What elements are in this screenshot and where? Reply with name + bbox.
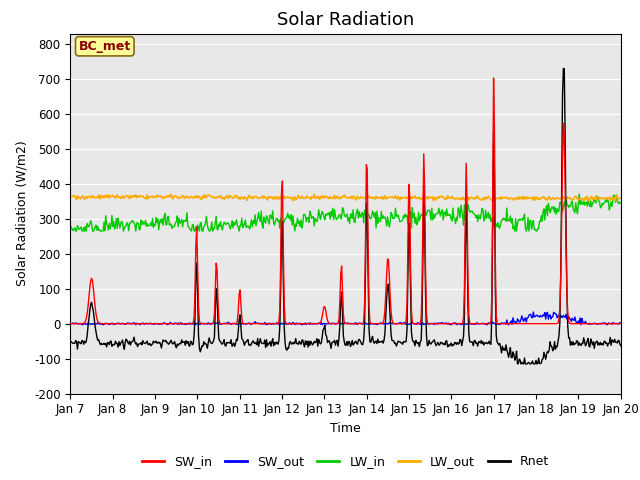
Title: Solar Radiation: Solar Radiation xyxy=(277,11,414,29)
Text: BC_met: BC_met xyxy=(79,40,131,53)
Y-axis label: Solar Radiation (W/m2): Solar Radiation (W/m2) xyxy=(15,141,29,287)
X-axis label: Time: Time xyxy=(330,422,361,435)
Legend: SW_in, SW_out, LW_in, LW_out, Rnet: SW_in, SW_out, LW_in, LW_out, Rnet xyxy=(137,450,554,473)
